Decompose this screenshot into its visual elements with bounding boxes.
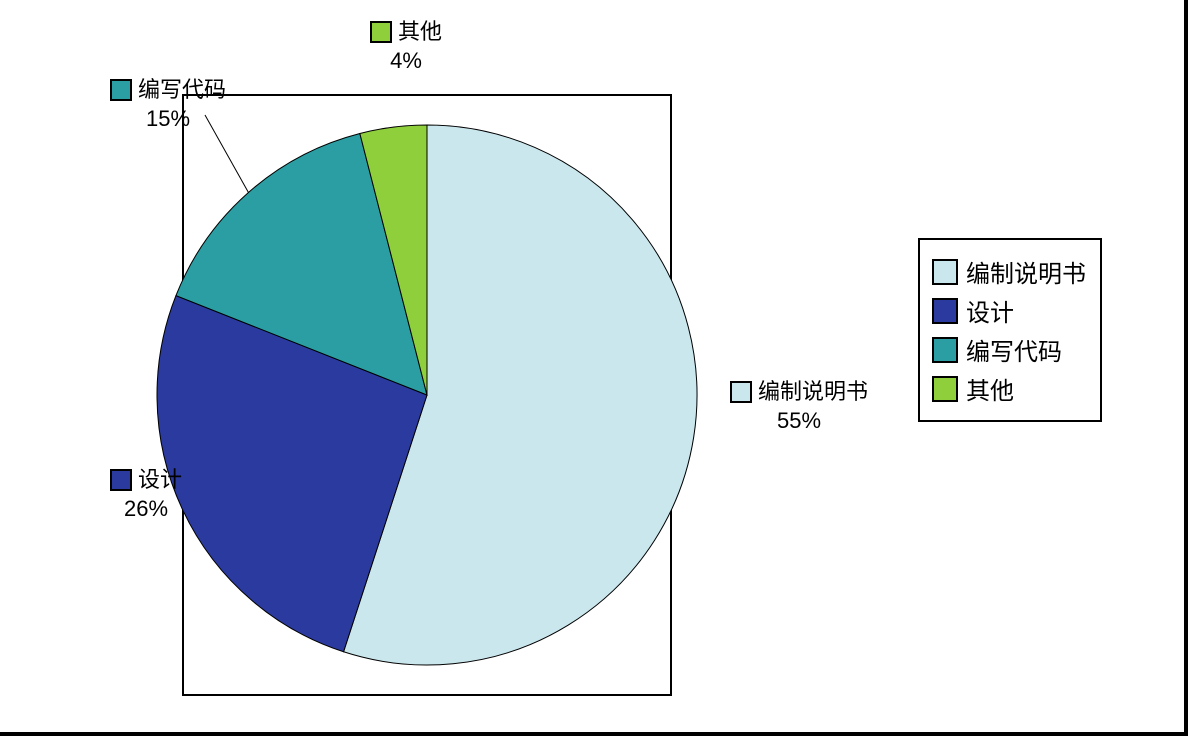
slice-name-design: 设计 bbox=[138, 466, 182, 495]
slice-pct-design: 26% bbox=[110, 495, 182, 524]
slice-pct-manual: 55% bbox=[730, 407, 868, 436]
chart-outer-frame: 其他 4% 编写代码 15% 设计 26% 编制说明书 55% bbox=[0, 0, 1188, 736]
slice-pct-other: 4% bbox=[370, 47, 442, 76]
legend-swatch-code bbox=[932, 337, 958, 363]
legend-label-other: 其他 bbox=[966, 371, 1014, 406]
slice-swatch-other bbox=[370, 21, 392, 43]
slice-pct-code: 15% bbox=[110, 105, 226, 134]
slice-label-design: 设计 26% bbox=[110, 466, 182, 523]
slice-name-manual: 编制说明书 bbox=[758, 378, 868, 407]
legend-item-code: 编写代码 bbox=[932, 332, 1086, 367]
slice-label-code: 编写代码 15% bbox=[110, 76, 226, 133]
legend-swatch-other bbox=[932, 376, 958, 402]
legend-label-design: 设计 bbox=[966, 293, 1014, 328]
legend-item-other: 其他 bbox=[932, 371, 1086, 406]
legend-item-design: 设计 bbox=[932, 293, 1086, 328]
slice-name-code: 编写代码 bbox=[138, 76, 226, 105]
legend-swatch-design bbox=[932, 298, 958, 324]
legend-swatch-manual bbox=[932, 259, 958, 285]
chart-area: 其他 4% 编写代码 15% 设计 26% 编制说明书 55% bbox=[0, 0, 1180, 728]
legend: 编制说明书 设计 编写代码 其他 bbox=[918, 238, 1102, 422]
legend-item-manual: 编制说明书 bbox=[932, 254, 1086, 289]
slice-name-other: 其他 bbox=[398, 18, 442, 47]
slice-swatch-design bbox=[110, 469, 132, 491]
slice-swatch-manual bbox=[730, 381, 752, 403]
legend-label-code: 编写代码 bbox=[966, 332, 1062, 367]
legend-label-manual: 编制说明书 bbox=[966, 254, 1086, 289]
slice-label-manual: 编制说明书 55% bbox=[730, 378, 868, 435]
slice-label-other: 其他 4% bbox=[370, 18, 442, 75]
slice-swatch-code bbox=[110, 79, 132, 101]
